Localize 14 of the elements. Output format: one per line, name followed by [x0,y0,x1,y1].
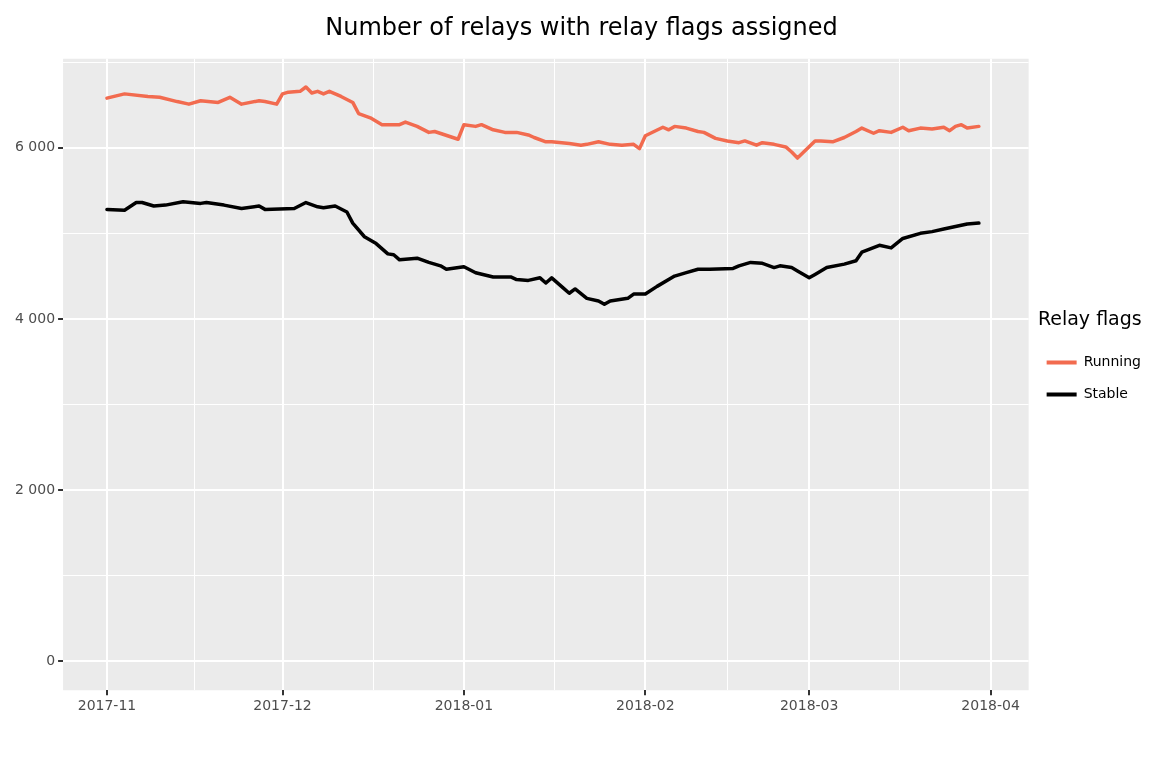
x-tick-label: 2018-04 [961,697,1020,714]
x-tick-label: 2018-03 [779,697,839,714]
x-tick-label: 2017-11 [77,697,137,714]
legend-title: Relay flags [1037,307,1142,330]
legend-label: Running [1083,353,1142,370]
y-tick-label: 0 [46,651,56,668]
x-tick-label: 2018-01 [434,697,494,714]
y-tick-label: 2 000 [14,480,56,497]
x-tick-label: 2018-02 [616,697,675,714]
y-tick-label: 6 000 [14,138,56,155]
y-tick-label: 4 000 [14,309,56,326]
x-tick-label: 2017-12 [253,697,312,714]
chart-title: Number of relays with relay flags assigned [325,12,838,41]
legend-label: Stable [1083,385,1128,402]
